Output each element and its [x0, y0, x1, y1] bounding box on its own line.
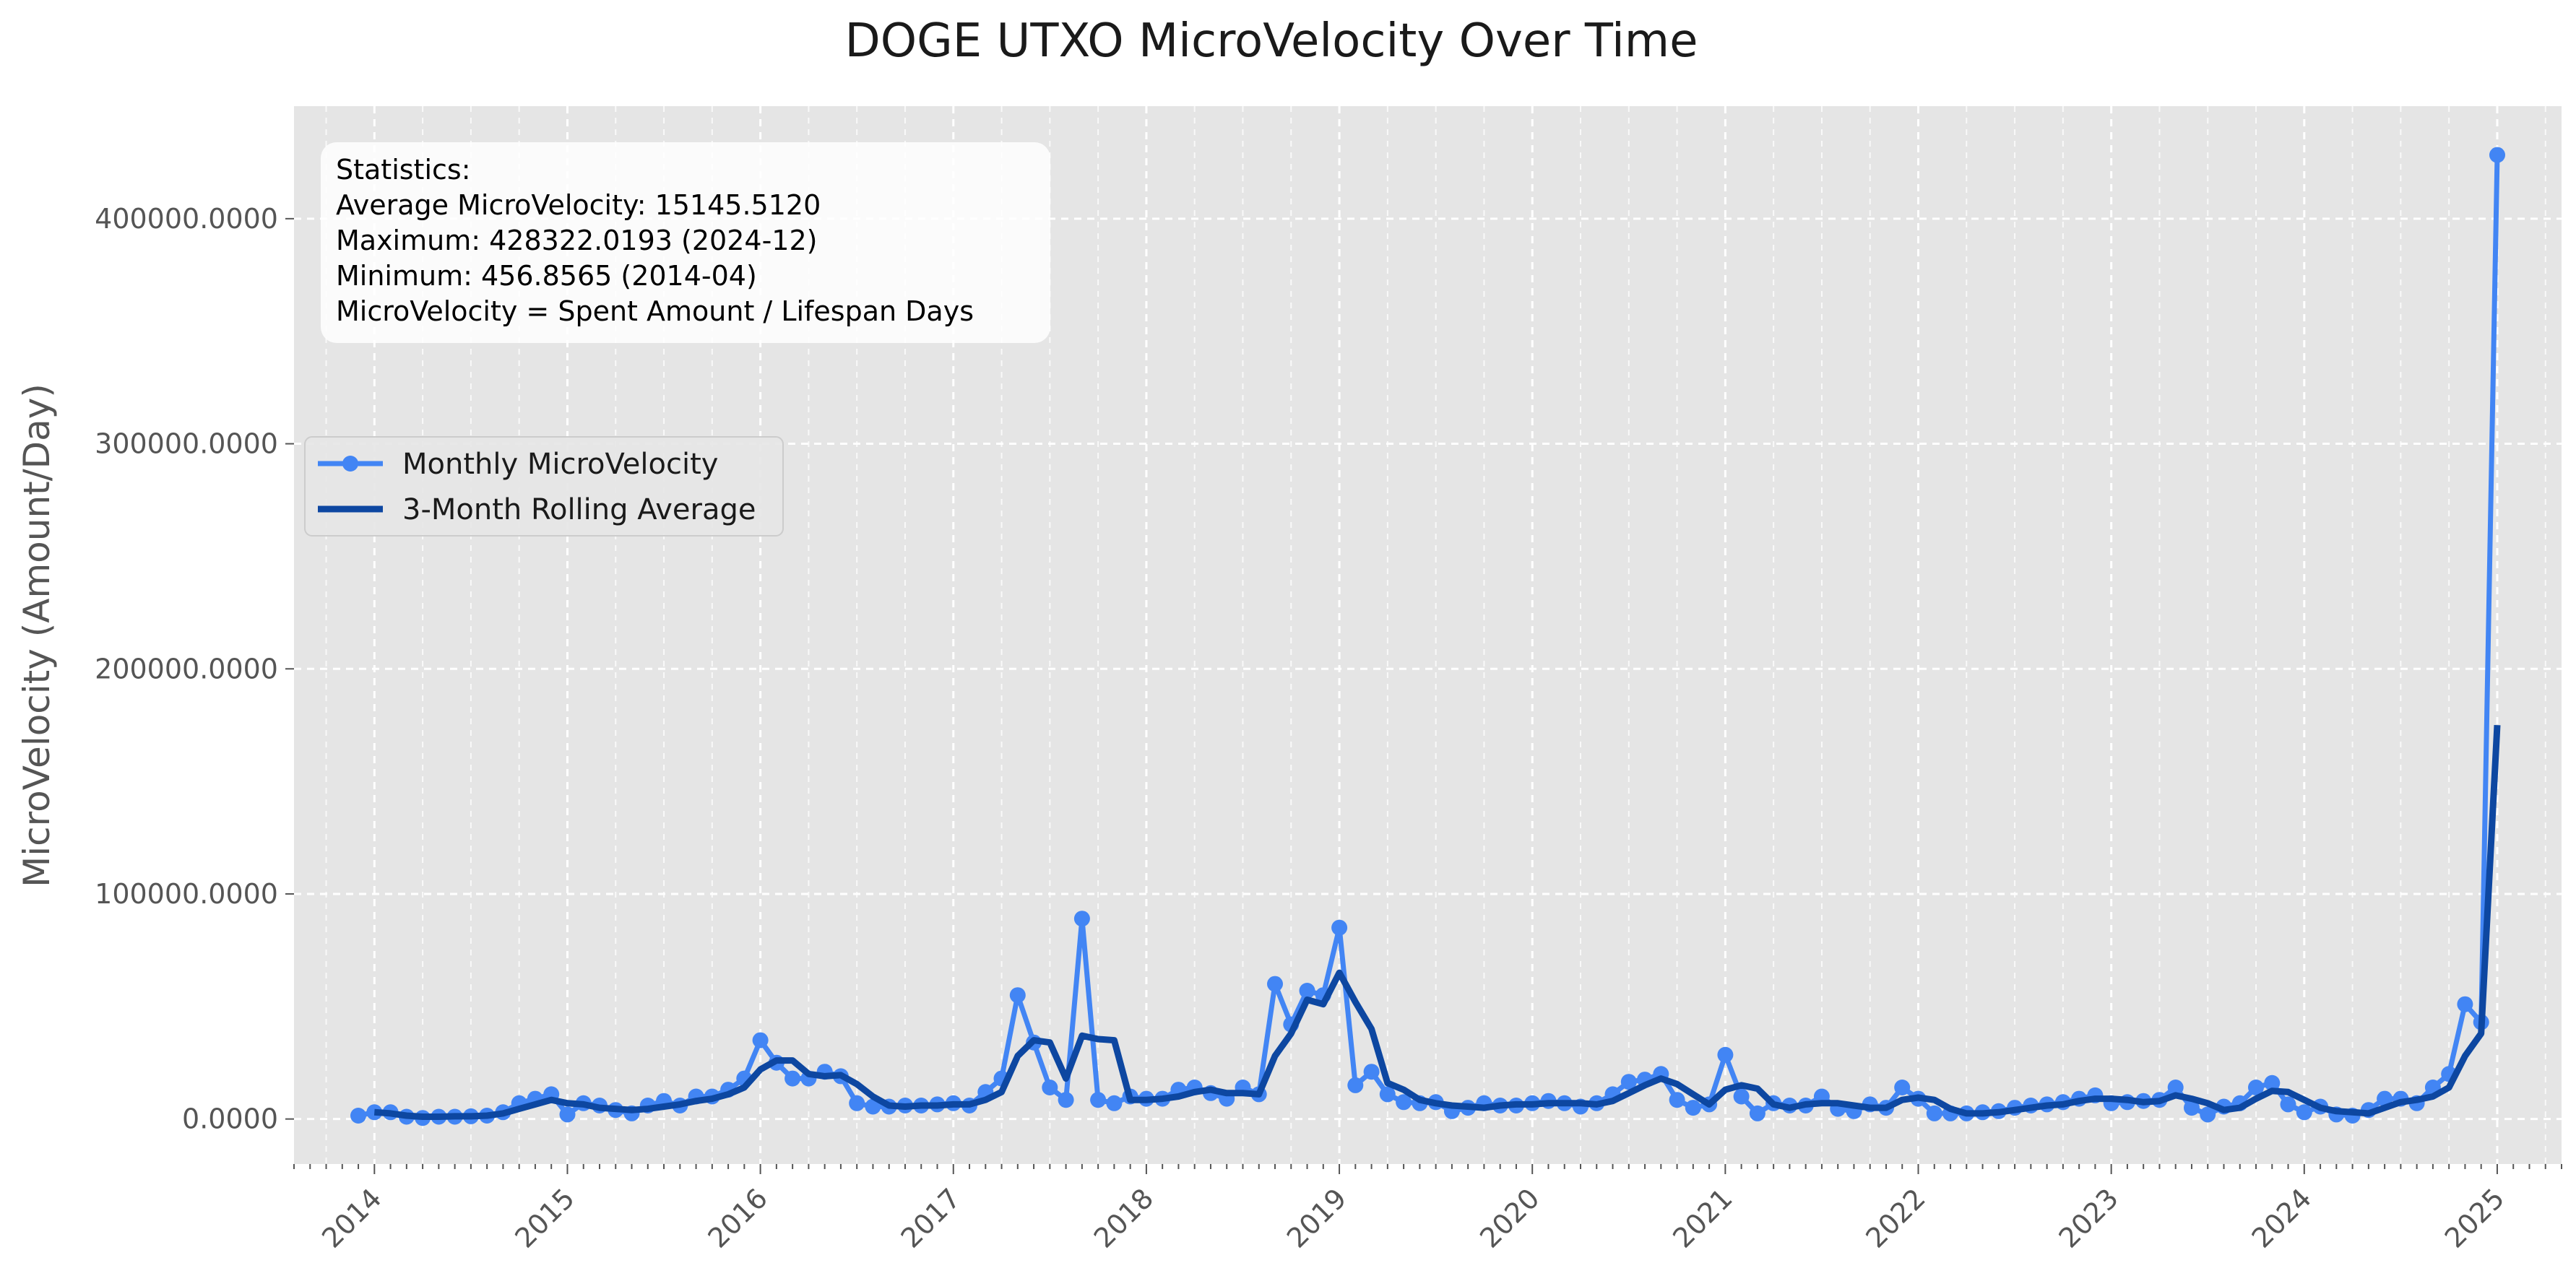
point-monthly-2017-09 — [1073, 911, 1090, 927]
x-tick-label-2021: 2021 — [1667, 1182, 1739, 1254]
point-monthly-2018-09 — [1267, 976, 1283, 992]
y-tick-label-3: 300000.0000 — [95, 428, 278, 460]
x-tick-label-2025: 2025 — [2439, 1182, 2511, 1254]
point-monthly-2024-01 — [2296, 1104, 2312, 1121]
point-monthly-2016-08 — [865, 1098, 881, 1115]
point-monthly-2017-11 — [1106, 1095, 1123, 1111]
legend-label-rolling: 3-Month Rolling Average — [402, 493, 756, 526]
statistics-average: Average MicroVelocity: 15145.5120 — [336, 189, 821, 221]
point-monthly-2022-02 — [1926, 1105, 1942, 1121]
point-monthly-2019-03 — [1363, 1064, 1380, 1080]
y-tick-label-4: 400000.0000 — [95, 203, 278, 235]
point-monthly-2021-03 — [1749, 1105, 1765, 1121]
x-tick-label-2024: 2024 — [2246, 1182, 2318, 1254]
point-monthly-2024-11 — [2457, 996, 2473, 1012]
point-monthly-2013-12 — [350, 1108, 366, 1124]
legend-label-monthly: Monthly MicroVelocity — [402, 448, 718, 481]
statistics-box-background — [321, 142, 1050, 343]
point-monthly-2016-03 — [785, 1070, 801, 1087]
point-monthly-2017-08 — [1058, 1092, 1074, 1108]
series-line-rolling-average — [373, 724, 2501, 1120]
point-monthly-2021-02 — [1733, 1088, 1750, 1105]
point-monthly-2017-05 — [1009, 987, 1026, 1004]
x-tick-label-2014: 2014 — [316, 1182, 388, 1254]
x-tick-label-2017: 2017 — [895, 1182, 967, 1254]
x-tick-label-2020: 2020 — [1474, 1182, 1546, 1254]
point-monthly-2023-11 — [2264, 1074, 2281, 1091]
x-tick-label-2015: 2015 — [509, 1182, 581, 1254]
point-monthly-2016-01 — [752, 1032, 769, 1048]
point-monthly-2020-10 — [1669, 1092, 1685, 1108]
point-monthly-2017-07 — [1042, 1080, 1058, 1095]
statistics-maximum: Maximum: 428322.0193 (2024-12) — [336, 225, 817, 256]
legend: Monthly MicroVelocity 3-Month Rolling Av… — [304, 436, 784, 537]
point-monthly-2019-02 — [1347, 1077, 1364, 1093]
point-monthly-2020-07 — [1620, 1074, 1637, 1090]
statistics-heading: Statistics: — [336, 154, 471, 186]
legend-frame — [304, 436, 784, 537]
legend-marker-monthly — [342, 456, 358, 472]
point-monthly-2024-06 — [2377, 1090, 2393, 1107]
x-tick-label-2023: 2023 — [2053, 1182, 2125, 1254]
point-monthly-2023-10 — [2248, 1080, 2264, 1095]
y-tick-label-1: 100000.0000 — [95, 878, 278, 910]
point-monthly-2018-11 — [1299, 983, 1315, 999]
point-monthly-2023-06 — [2184, 1100, 2200, 1116]
y-tick-label-2: 200000.0000 — [95, 653, 278, 685]
y-tick-label-0: 0.0000 — [182, 1103, 278, 1135]
x-tick-label-2018: 2018 — [1088, 1182, 1160, 1254]
point-monthly-2016-07 — [849, 1095, 865, 1111]
series — [350, 147, 2505, 1126]
point-monthly-2019-04 — [1379, 1086, 1396, 1103]
point-monthly-2015-01 — [559, 1106, 576, 1123]
statistics-formula: MicroVelocity = Spent Amount / Lifespan … — [336, 295, 974, 327]
chart-title: DOGE UTXO MicroVelocity Over Time — [845, 14, 1698, 68]
point-monthly-2020-11 — [1685, 1100, 1701, 1116]
x-tick-label-2022: 2022 — [1859, 1182, 1932, 1254]
y-axis-label: MicroVelocity (Amount/Day) — [16, 383, 58, 887]
point-monthly-2017-10 — [1090, 1092, 1107, 1108]
statistics-minimum: Minimum: 456.8565 (2014-04) — [336, 260, 757, 292]
point-monthly-2019-01 — [1331, 919, 1348, 936]
point-monthly-2023-07 — [2200, 1106, 2216, 1123]
statistics-box: Statistics: Average MicroVelocity: 15145… — [321, 142, 1050, 343]
point-monthly-2019-05 — [1396, 1094, 1412, 1111]
x-tick-label-2019: 2019 — [1281, 1182, 1353, 1254]
x-tick-label-2016: 2016 — [701, 1182, 774, 1254]
point-monthly-2023-05 — [2167, 1080, 2184, 1095]
point-monthly-2021-12 — [1894, 1080, 1911, 1095]
point-monthly-2023-12 — [2280, 1096, 2296, 1113]
point-monthly-2021-01 — [1717, 1046, 1734, 1063]
point-monthly-2025-01 — [2489, 147, 2505, 163]
